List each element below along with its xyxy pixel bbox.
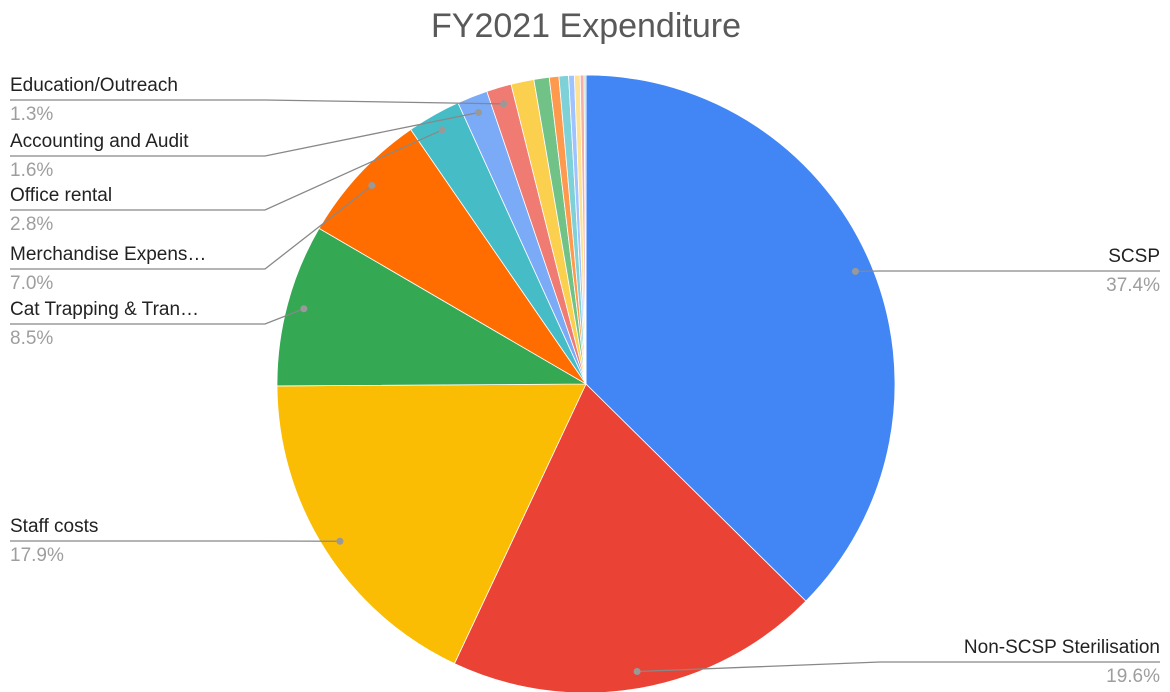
leader-line (10, 129, 443, 211)
leader-dot (300, 305, 308, 313)
slice-label: Office rental (10, 185, 112, 206)
slice-label: Education/Outreach (10, 75, 178, 96)
slice-percent: 37.4% (1106, 275, 1160, 296)
leader-dot (851, 267, 859, 275)
leader-line (10, 99, 504, 105)
leader-dot (475, 109, 483, 117)
slice-percent: 8.5% (10, 328, 53, 349)
slice-label: Cat Trapping & Tran… (10, 299, 199, 320)
slice-percent: 2.8% (10, 214, 53, 235)
slice-label: SCSP (1108, 246, 1160, 267)
leader-line (10, 184, 373, 270)
slice-label: Merchandise Expens… (10, 244, 206, 265)
slice-percent: 17.9% (10, 545, 64, 566)
slice-label: Accounting and Audit (10, 131, 189, 152)
pie-slice (585, 74, 896, 602)
leader-line (10, 308, 305, 325)
pie-slice (276, 227, 588, 387)
slice-percent: 7.0% (10, 273, 53, 294)
slice-percent: 1.6% (10, 160, 53, 181)
leader-dot (633, 667, 641, 675)
pie-slice (583, 74, 587, 385)
pie-slice (276, 383, 587, 665)
slice-percent: 19.6% (1106, 666, 1160, 687)
leader-dot (368, 181, 376, 189)
slice-label: Staff costs (10, 516, 98, 537)
slice-label: Non-SCSP Sterilisation (964, 637, 1160, 658)
slice-percent: 1.3% (10, 104, 53, 125)
leader-dot (500, 100, 508, 108)
leader-dot (438, 126, 446, 134)
chart-title: FY2021 Expenditure (431, 7, 741, 45)
pie-slice (453, 383, 807, 692)
leader-line (637, 661, 1160, 673)
leader-dot (336, 537, 344, 545)
leader-line (10, 111, 479, 157)
